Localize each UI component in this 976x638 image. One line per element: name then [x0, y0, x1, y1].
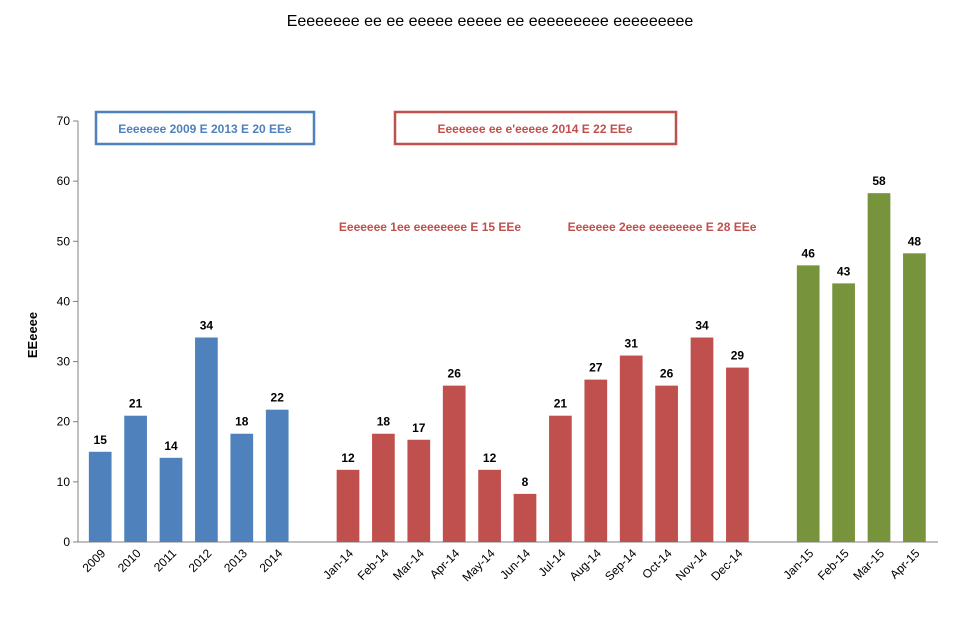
bar: [442, 385, 466, 542]
bar: [88, 451, 112, 542]
bar: [478, 469, 501, 542]
bar-value-label: 26: [660, 367, 674, 381]
bar: [867, 193, 891, 542]
bar: [372, 433, 395, 542]
bar-value-label: 14: [164, 439, 178, 453]
bar: [619, 355, 643, 542]
bar-value-label: 48: [908, 234, 922, 248]
bar: [336, 469, 360, 542]
x-tick-label: 2013: [221, 546, 250, 575]
chart-title: Eeeeeeee ee ee eeeee eeeee ee eeeeeeeee …: [287, 13, 694, 30]
bar-value-label: 17: [412, 421, 426, 435]
bar: [407, 439, 431, 542]
annotation-box-2: [393, 110, 678, 146]
bar: [265, 409, 289, 542]
bar-value-label: 46: [802, 246, 816, 260]
bar: [230, 433, 254, 542]
x-tick-label: Mar-15: [850, 546, 887, 583]
bar: [513, 493, 537, 542]
bar: [584, 379, 608, 542]
annotation-text-4: Eeeeeee 2eee eeeeeeee E 28 EEe: [568, 220, 757, 234]
annotation-box-1: [94, 110, 316, 146]
bar: [655, 385, 678, 542]
y-tick-label: 70: [57, 114, 71, 128]
y-tick-label: 60: [57, 174, 71, 188]
y-axis-label: EEeeee: [25, 312, 40, 358]
bar: [903, 253, 926, 543]
x-tick-label: Feb-15: [815, 546, 852, 583]
x-tick-label: Mar-14: [390, 546, 427, 583]
bar: [832, 283, 855, 542]
x-tick-label: Jul-14: [536, 546, 569, 579]
bar-value-label: 18: [235, 415, 249, 429]
bar-value-label: 26: [448, 367, 462, 381]
bar: [124, 415, 147, 542]
bars: 15 2009 21 2010 14 2011 34 2012 18 2013 22 2014 12 Ja…: [80, 174, 926, 584]
x-tick-label: 2014: [257, 546, 286, 575]
annotation-text-1: Eeeeeee 2009 E 2013 E 20 EEe: [118, 122, 292, 136]
annotation-group-2: Eeeeeee ee e'eeeee 2014 E 22 EEe: [393, 110, 678, 146]
bar-value-label: 29: [731, 349, 745, 363]
bar-value-label: 43: [837, 264, 851, 278]
bar-value-label: 12: [483, 451, 497, 465]
bar-value-label: 27: [589, 361, 603, 375]
x-tick-label: Feb-14: [355, 546, 392, 583]
x-tick-label: Apr-15: [887, 546, 923, 582]
annotation-group-1: Eeeeeee 2009 E 2013 E 20 EEe: [94, 110, 316, 146]
x-tick-label: Oct-14: [639, 546, 675, 582]
bar: [690, 337, 714, 542]
x-tick-label: 2009: [80, 546, 109, 575]
annotation-text-2: Eeeeeee ee e'eeeee 2014 E 22 EEe: [437, 122, 632, 136]
x-tick-label: Sep-14: [602, 546, 639, 583]
bar-value-label: 22: [271, 391, 285, 405]
y-tick-label: 10: [57, 475, 71, 489]
y-tick-label: 50: [57, 234, 71, 248]
bar-value-label: 34: [695, 319, 709, 333]
y-tick-label: 40: [57, 294, 71, 308]
bar-value-label: 34: [200, 319, 214, 333]
bar-value-label: 15: [94, 433, 108, 447]
x-tick-label: Aug-14: [567, 546, 604, 583]
bar-value-label: 58: [872, 174, 886, 188]
bar: [195, 337, 218, 542]
x-tick-label: May-14: [460, 546, 498, 584]
bar: [726, 367, 749, 542]
x-tick-label: Jan-15: [780, 546, 816, 582]
y-tick-label: 30: [57, 355, 71, 369]
y-tick-label: 20: [57, 415, 71, 429]
bar-value-label: 21: [129, 397, 143, 411]
bar-value-label: 8: [522, 475, 529, 489]
bar-value-label: 18: [377, 415, 391, 429]
x-tick-label: 2011: [151, 546, 179, 574]
bar: [159, 457, 183, 542]
x-tick-label: Apr-14: [427, 546, 463, 582]
bar-value-label: 21: [554, 397, 568, 411]
x-tick-label: 2012: [186, 546, 215, 575]
x-tick-label: Jun-14: [497, 546, 533, 582]
bar: [549, 415, 572, 542]
annotation-text-3: Eeeeeee 1ee eeeeeeee E 15 EEe: [339, 220, 521, 234]
y-ticks: 0 10 20 30 40 50 60 70: [57, 114, 78, 549]
x-tick-label: Nov-14: [673, 546, 710, 583]
x-tick-label: Dec-14: [708, 546, 745, 583]
bar: [796, 265, 820, 542]
y-tick-label: 0: [63, 535, 70, 549]
bar-value-label: 31: [625, 337, 639, 351]
bar-value-label: 12: [341, 451, 355, 465]
x-tick-label: 2010: [115, 546, 144, 575]
x-tick-label: Jan-14: [320, 546, 356, 582]
